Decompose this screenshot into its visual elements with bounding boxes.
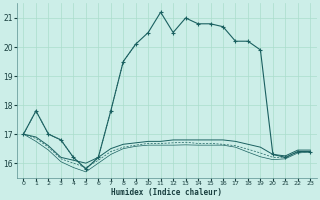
- X-axis label: Humidex (Indice chaleur): Humidex (Indice chaleur): [111, 188, 222, 197]
